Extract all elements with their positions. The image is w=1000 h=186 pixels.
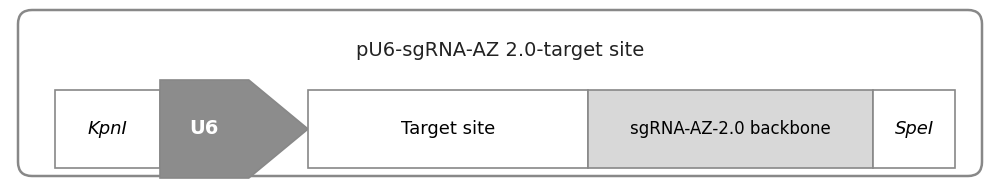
FancyBboxPatch shape [588, 90, 873, 168]
FancyBboxPatch shape [18, 10, 982, 176]
Text: pU6-sgRNA-AZ 2.0-target site: pU6-sgRNA-AZ 2.0-target site [356, 41, 644, 60]
FancyBboxPatch shape [873, 90, 955, 168]
Text: sgRNA-AZ-2.0 backbone: sgRNA-AZ-2.0 backbone [630, 120, 831, 138]
FancyBboxPatch shape [55, 90, 160, 168]
FancyBboxPatch shape [308, 90, 588, 168]
Text: U6: U6 [190, 119, 219, 139]
Text: SpeI: SpeI [894, 120, 934, 138]
Text: Target site: Target site [401, 120, 495, 138]
Text: KpnI: KpnI [88, 120, 127, 138]
Polygon shape [160, 80, 308, 178]
